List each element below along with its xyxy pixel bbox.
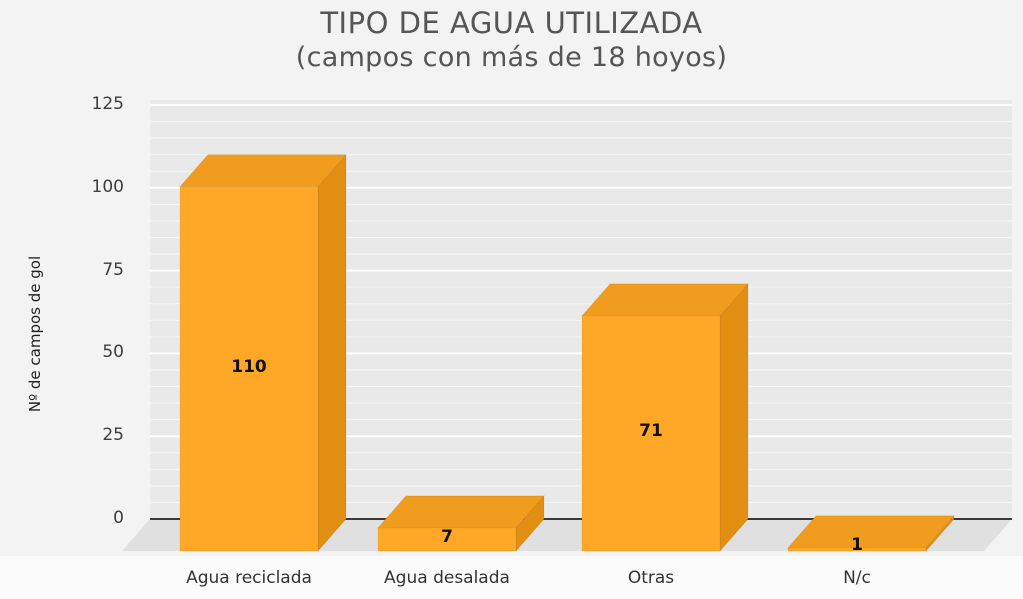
chart-subtitle: (campos con más de 18 hoyos) [295, 42, 728, 73]
y-tick-label: 0 [113, 508, 124, 528]
bar-side-face [719, 282, 749, 553]
bar-front-face [377, 527, 517, 552]
bar-front-face [787, 547, 927, 552]
y-tick-label: 100 [91, 176, 124, 197]
bar-value-label: 71 [639, 421, 663, 442]
bar-side-face [317, 153, 347, 553]
x-category-label: Agua desalada [384, 568, 510, 588]
chart-title: TIPO DE AGUA UTILIZADA [320, 6, 703, 40]
x-category-label: Agua reciclada [186, 568, 312, 588]
bar-top-face [178, 154, 348, 188]
y-tick-label: 75 [102, 259, 124, 280]
bar-top-face [580, 283, 750, 317]
x-axis-band [0, 556, 1023, 599]
chart-floor [122, 519, 1012, 551]
y-tick-label: 50 [102, 342, 124, 363]
y-tick-label: 25 [102, 425, 124, 446]
bar-value-label: 7 [441, 527, 453, 548]
bar-front-face [581, 315, 721, 552]
bar-front-face [179, 186, 319, 552]
bar-value-label: 1 [851, 535, 863, 555]
bar-top-face [376, 495, 546, 529]
x-category-label: N/c [843, 568, 871, 588]
y-tick-label: 125 [91, 94, 124, 114]
x-category-label: Otras [627, 568, 675, 588]
bar-value-label: 110 [231, 356, 267, 377]
